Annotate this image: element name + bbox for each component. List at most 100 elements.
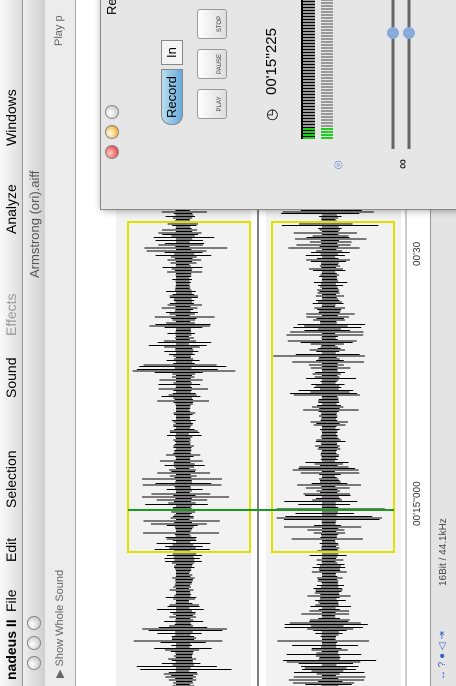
meter-segment (321, 128, 333, 130)
meter-segment (303, 89, 315, 91)
meter-segment (303, 8, 315, 10)
meter-segment (303, 122, 315, 124)
screen: nadeus II File Edit Selection Sound Effe… (0, 0, 456, 686)
meter-segment (321, 110, 333, 112)
meter-segment (321, 101, 333, 103)
meter-segment (303, 50, 315, 52)
play-button[interactable]: PLAY (197, 89, 227, 119)
record-title: Rec (104, 0, 119, 15)
meter-segment (303, 0, 315, 1)
level-meters: ⌾ (297, 0, 357, 209)
meter-segment (321, 26, 333, 28)
stop-button[interactable]: STOP (197, 9, 227, 39)
meter-segment (303, 92, 315, 94)
meter-segment (321, 47, 333, 49)
meter-segment (321, 137, 333, 139)
meter-segment (321, 53, 333, 55)
meter-segment (303, 77, 315, 79)
meter-segment (303, 14, 315, 16)
button-label: PAUSE (217, 54, 223, 74)
link-icon: ∞ (394, 159, 410, 169)
meter-segment (321, 125, 333, 127)
button-label: PLAY (217, 97, 223, 112)
meter-segment (321, 11, 333, 13)
meter-segment (303, 107, 315, 109)
meter-segment (303, 131, 315, 133)
meter-segment (321, 44, 333, 46)
meter-segment (321, 17, 333, 19)
zoom-button[interactable] (105, 105, 119, 119)
meter-segment (321, 104, 333, 106)
zoom-button[interactable] (27, 616, 41, 630)
tab[interactable]: In (161, 40, 183, 65)
meter-segment (303, 101, 315, 103)
record-time: 00'15''225 (263, 28, 280, 95)
meter-segment (303, 86, 315, 88)
meter-segment (303, 35, 315, 37)
close-button[interactable] (27, 656, 41, 670)
meter-segment (303, 125, 315, 127)
meter-segment (303, 119, 315, 121)
menu-item[interactable]: Sound (3, 358, 19, 398)
app-menu[interactable]: nadeus II (3, 619, 19, 680)
menu-item[interactable]: Edit (3, 538, 19, 562)
meter-segment (321, 23, 333, 25)
close-button[interactable] (105, 145, 119, 159)
meter-segment (303, 20, 315, 22)
meter-segment (321, 71, 333, 73)
meter-segment (321, 134, 333, 136)
meter-segment (321, 20, 333, 22)
meter-segment (321, 29, 333, 31)
meter-segment (321, 41, 333, 43)
pause-button[interactable]: PAUSE (197, 49, 227, 79)
slider-knob[interactable] (403, 27, 415, 39)
meter-segment (303, 110, 315, 112)
meter-segment (303, 65, 315, 67)
status-icons[interactable]: ↔ ? ● ◁ ⇥ (437, 631, 448, 680)
meter-segment (321, 83, 333, 85)
meter-segment (303, 44, 315, 46)
menu-item[interactable]: Analyze (3, 184, 19, 234)
meter-segment (303, 26, 315, 28)
play-label: Play p (53, 15, 65, 46)
meter-segment (321, 113, 333, 115)
meter-segment (303, 32, 315, 34)
page: {"menu":{"app":"nadeus II","items":["Fil… (0, 0, 456, 686)
meter-segment (303, 83, 315, 85)
meter-segment (303, 2, 315, 4)
minimize-button[interactable] (27, 636, 41, 650)
meter-segment (303, 68, 315, 70)
tab[interactable]: Record (161, 69, 183, 125)
meter-segment (321, 98, 333, 100)
meter-segment (303, 62, 315, 64)
input-icon: ⌾ (330, 160, 346, 169)
menu-item[interactable]: Windows (3, 89, 19, 146)
meter-segment (321, 119, 333, 121)
meter-segment (321, 95, 333, 97)
meter-segment (321, 122, 333, 124)
show-whole-sound-label: Show Whole Sound (54, 570, 66, 667)
meter-segment (303, 5, 315, 7)
meter-segment (303, 80, 315, 82)
menu-item[interactable]: Effects (3, 293, 19, 336)
slider-knob[interactable] (387, 27, 399, 39)
menu-item[interactable]: Selection (3, 450, 19, 508)
meter-segment (321, 86, 333, 88)
meter-segment (303, 59, 315, 61)
minimize-button[interactable] (105, 125, 119, 139)
menu-item[interactable]: File (3, 589, 19, 612)
meter-segment (303, 56, 315, 58)
meter-segment (321, 0, 333, 1)
meter-segment (321, 107, 333, 109)
show-whole-sound[interactable]: ▶ Show Whole Sound (53, 570, 66, 678)
title-bar: Armstrong (ori).aiff (23, 0, 45, 686)
meter-segment (303, 71, 315, 73)
meter-segment (321, 116, 333, 118)
meter-segment (321, 14, 333, 16)
meter-segment (321, 131, 333, 133)
toolbar: ▶ Show Whole Sound Play p (45, 0, 76, 686)
meter-segment (321, 56, 333, 58)
meter-segment (321, 32, 333, 34)
meter-segment (321, 2, 333, 4)
meter-segment (303, 41, 315, 43)
